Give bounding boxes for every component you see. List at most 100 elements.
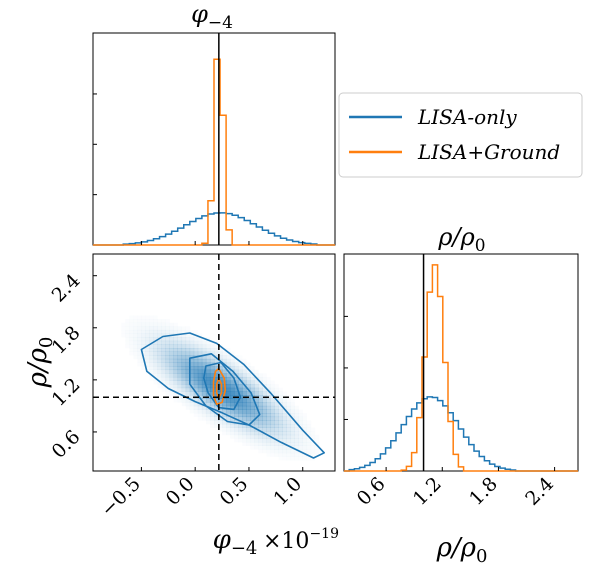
density-cell bbox=[234, 387, 239, 392]
density-cell bbox=[238, 405, 243, 410]
density-cell bbox=[270, 402, 275, 407]
density-cell bbox=[218, 387, 223, 392]
density-cell bbox=[262, 402, 267, 407]
density-cell bbox=[193, 376, 199, 381]
density-cell bbox=[290, 420, 295, 425]
density-cell bbox=[270, 384, 274, 388]
density-cell bbox=[153, 337, 158, 342]
density-cell bbox=[291, 453, 295, 457]
density-cell bbox=[129, 315, 133, 319]
density-cell bbox=[226, 423, 231, 428]
density-cell bbox=[254, 409, 259, 414]
density-cell bbox=[238, 380, 243, 385]
density-cell bbox=[185, 402, 191, 407]
density-cell bbox=[302, 445, 308, 450]
density-cell bbox=[149, 344, 154, 349]
density-cell bbox=[201, 384, 207, 389]
density-cell bbox=[141, 315, 145, 319]
density-cell bbox=[137, 363, 141, 367]
density-cell bbox=[230, 427, 235, 432]
density-cell bbox=[170, 323, 174, 327]
density-cell bbox=[137, 337, 142, 342]
contour-lisa-only-outer bbox=[140, 332, 326, 459]
density-cell bbox=[254, 446, 258, 450]
density-cell bbox=[125, 334, 129, 338]
density-cell bbox=[218, 373, 223, 378]
density-cell bbox=[226, 409, 231, 414]
density-cell bbox=[254, 420, 259, 425]
density-cell bbox=[238, 420, 243, 425]
density-cell bbox=[254, 413, 259, 418]
density-cell bbox=[290, 438, 295, 443]
joint-ytick-label: 0.6 bbox=[48, 426, 85, 463]
density-cell bbox=[125, 337, 129, 341]
density-cell bbox=[158, 323, 162, 327]
marginal-rho-xtick-label: 2.4 bbox=[521, 473, 558, 510]
density-cell bbox=[185, 369, 191, 374]
density-cell bbox=[149, 358, 154, 363]
density-cell bbox=[161, 344, 166, 349]
density-cell bbox=[177, 351, 183, 356]
density-cell bbox=[205, 380, 211, 385]
density-cell bbox=[190, 410, 194, 414]
density-cell bbox=[169, 329, 174, 334]
density-cell bbox=[178, 399, 182, 403]
density-cell bbox=[141, 337, 146, 342]
density-cell bbox=[234, 366, 239, 371]
density-cell bbox=[286, 402, 291, 407]
density-cell bbox=[242, 416, 247, 421]
density-cell bbox=[197, 380, 203, 385]
density-cell bbox=[270, 431, 275, 436]
density-cell bbox=[242, 405, 247, 410]
density-cell bbox=[258, 431, 263, 436]
density-cell bbox=[246, 427, 251, 432]
density-cell bbox=[230, 423, 235, 428]
density-cell bbox=[279, 453, 283, 457]
density-cell bbox=[315, 438, 319, 442]
density-cell bbox=[290, 434, 295, 439]
density-cell bbox=[157, 340, 162, 345]
density-cell bbox=[185, 391, 191, 396]
density-cell bbox=[181, 384, 187, 389]
density-cell bbox=[209, 387, 215, 392]
density-cell bbox=[169, 358, 174, 363]
density-cell bbox=[161, 337, 166, 342]
density-cell bbox=[246, 420, 251, 425]
density-cell bbox=[270, 395, 275, 399]
density-cell bbox=[258, 376, 263, 381]
density-cell bbox=[158, 319, 162, 323]
density-cell bbox=[133, 333, 138, 338]
density-cell bbox=[222, 387, 227, 392]
density-cell bbox=[197, 355, 203, 360]
density-cell bbox=[201, 362, 207, 367]
legend-label-lisa-ground: LISA+Ground bbox=[417, 140, 560, 164]
contour-lisa-only-middle bbox=[189, 352, 261, 426]
density-cell bbox=[274, 445, 279, 450]
density-cell bbox=[254, 380, 259, 385]
density-cell bbox=[173, 384, 178, 389]
density-cell bbox=[141, 344, 146, 349]
density-cell bbox=[121, 330, 125, 334]
density-cell bbox=[238, 416, 243, 421]
density-cell bbox=[246, 376, 251, 381]
density-cell bbox=[258, 420, 263, 425]
density-cell bbox=[254, 387, 259, 392]
density-cell bbox=[262, 413, 267, 418]
density-cell bbox=[250, 405, 255, 410]
density-cell bbox=[189, 402, 195, 407]
density-cell bbox=[230, 409, 235, 414]
density-cell bbox=[157, 366, 162, 371]
density-cell bbox=[258, 413, 263, 418]
density-cell bbox=[291, 457, 295, 461]
density-cell bbox=[250, 434, 255, 439]
density-cell bbox=[197, 358, 203, 363]
density-cell bbox=[311, 446, 315, 450]
density-cell bbox=[262, 449, 266, 453]
density-cell bbox=[234, 362, 239, 367]
density-cell bbox=[238, 423, 243, 428]
density-cell bbox=[298, 427, 304, 432]
density-cell bbox=[181, 391, 187, 396]
density-cell bbox=[242, 376, 247, 381]
density-cell bbox=[226, 405, 231, 410]
